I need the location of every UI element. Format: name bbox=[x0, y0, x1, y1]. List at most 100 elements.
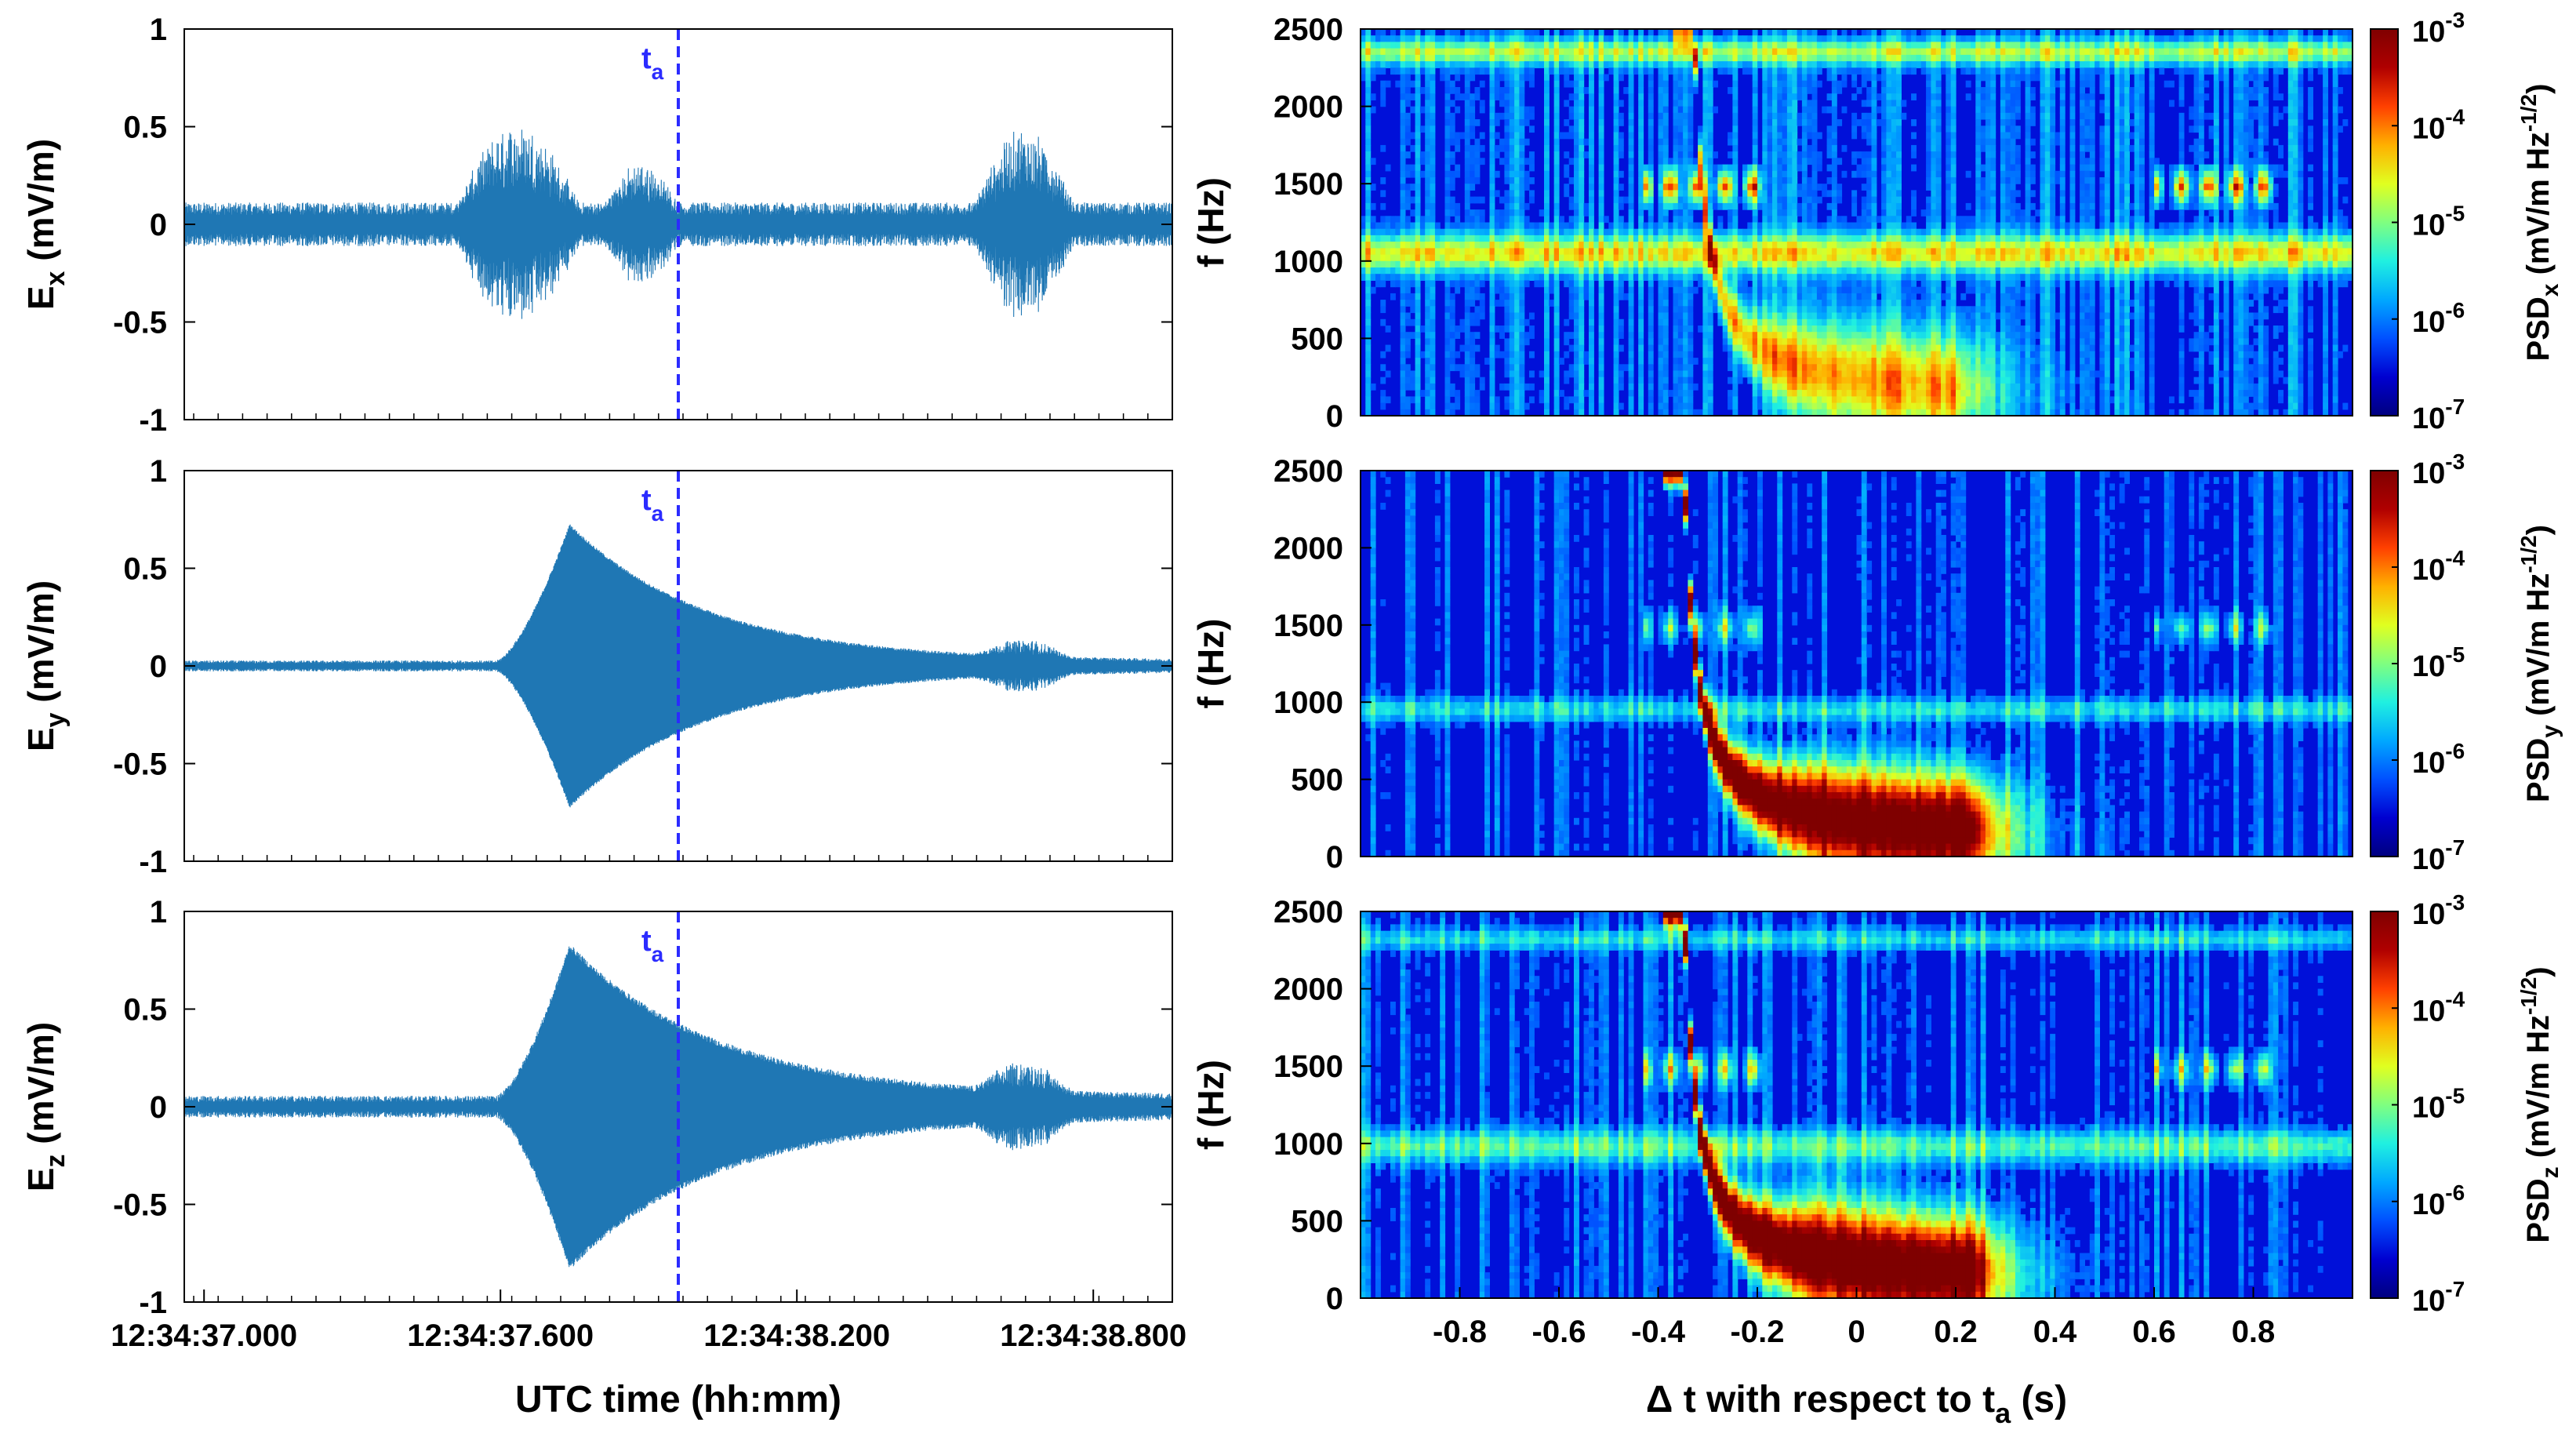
spectrogram-cell bbox=[1514, 106, 1520, 114]
spectrogram-cell bbox=[2323, 80, 2328, 88]
spectrogram-cell bbox=[1946, 119, 1952, 126]
spectrogram-cell bbox=[1831, 42, 1837, 49]
spectrogram-cell bbox=[1638, 196, 1644, 204]
spectrogram-cell bbox=[1822, 42, 1828, 49]
spectrogram-cell bbox=[2332, 112, 2338, 120]
spectrogram-cell bbox=[1688, 144, 1694, 152]
spectrogram-cell bbox=[1375, 29, 1381, 36]
spectrogram-cell bbox=[2104, 132, 2110, 140]
spectrogram-cell bbox=[1589, 93, 1594, 100]
spectrogram-cell bbox=[2263, 190, 2269, 198]
spectrogram-cell bbox=[1807, 132, 1813, 140]
spectrogram-cell bbox=[1489, 29, 1495, 36]
ta-marker-label: ta bbox=[641, 42, 664, 84]
spectrogram-cell bbox=[1474, 170, 1481, 178]
spectrogram-cell bbox=[2010, 138, 2016, 146]
spectrogram-cell bbox=[1950, 42, 1957, 49]
spectrogram-cell bbox=[2283, 170, 2289, 178]
spectrogram-cell bbox=[1896, 119, 1902, 126]
spectrogram-cell bbox=[1980, 196, 1986, 204]
spectrogram-cell bbox=[2233, 29, 2240, 36]
spectrogram-cell bbox=[2025, 216, 2031, 224]
spectrogram-cell bbox=[1985, 164, 1991, 172]
spectrogram-cell bbox=[2293, 87, 2298, 94]
spectrogram-cell bbox=[2084, 184, 2091, 191]
spectrogram-cell bbox=[1504, 125, 1510, 133]
spectrogram-cell bbox=[1662, 196, 1669, 204]
spectrogram-cell bbox=[2139, 93, 2145, 100]
spectrogram-cell bbox=[1425, 158, 1431, 166]
spectrogram-cell bbox=[1767, 228, 1773, 236]
spectrogram-cell bbox=[1464, 112, 1470, 120]
spectrogram-cell bbox=[1926, 158, 1931, 166]
spectrogram-cell bbox=[1419, 35, 1426, 42]
spectrogram-cell bbox=[1786, 216, 1793, 224]
spectrogram-cell bbox=[2293, 112, 2298, 120]
spectrogram-cell bbox=[2005, 80, 2011, 88]
spectrogram-cell bbox=[1752, 242, 1758, 249]
spectrogram-cell bbox=[1713, 177, 1718, 184]
spectrogram-cell bbox=[1811, 61, 1818, 68]
spectrogram-cell bbox=[1797, 42, 1803, 49]
spectrogram-cell bbox=[1598, 48, 1604, 56]
spectrogram-cell bbox=[2144, 48, 2150, 56]
spectrogram-cell bbox=[2347, 35, 2353, 42]
spectrogram-cell bbox=[1881, 144, 1887, 152]
spectrogram-cell bbox=[1658, 216, 1664, 224]
spectrogram-cell bbox=[2074, 42, 2080, 49]
spectrogram-cell bbox=[1628, 48, 1634, 56]
spectrogram-cell bbox=[1499, 93, 1505, 100]
spectrogram-cell bbox=[2010, 184, 2016, 191]
spectrogram-cell bbox=[1896, 93, 1902, 100]
spectrogram-cell bbox=[2129, 42, 2135, 49]
spectrogram-cell bbox=[1410, 164, 1416, 172]
spectrogram-cell bbox=[2129, 61, 2135, 68]
spectrogram-cell bbox=[1931, 151, 1937, 158]
spectrogram-cell bbox=[1568, 48, 1575, 56]
spectrogram-cell bbox=[2029, 42, 2036, 49]
spectrogram-cell bbox=[1980, 235, 1986, 242]
spectrogram-cell bbox=[1896, 177, 1902, 184]
spectrogram-cell bbox=[1553, 80, 1560, 88]
spectrogram-cell bbox=[1688, 61, 1694, 68]
spectrogram-cell bbox=[1683, 216, 1688, 224]
spectrogram-cell bbox=[1589, 80, 1594, 88]
spectrogram-cell bbox=[1385, 54, 1391, 62]
spectrogram-cell bbox=[2104, 35, 2110, 42]
spectrogram-cell bbox=[1464, 170, 1470, 178]
spectrogram-cell bbox=[1430, 190, 1436, 198]
spectrogram-cell bbox=[2183, 48, 2189, 56]
spectrogram-cell bbox=[2293, 61, 2298, 68]
spectrogram-cell bbox=[1757, 196, 1763, 204]
spectrogram-cell bbox=[1871, 125, 1877, 133]
spectrogram-cell bbox=[2029, 74, 2036, 82]
spectrogram-cell bbox=[1628, 125, 1634, 133]
spectrogram-cell bbox=[2089, 100, 2095, 107]
spectrogram-cell bbox=[1801, 242, 1808, 249]
spectrogram-cell bbox=[2178, 216, 2185, 224]
spectrogram-cell bbox=[1707, 184, 1713, 191]
spectrogram-cell bbox=[1444, 35, 1451, 42]
spectrogram-cell bbox=[1648, 29, 1654, 36]
spectrogram-cell bbox=[2129, 202, 2135, 210]
spectrogram-cell bbox=[1757, 228, 1763, 236]
spectrogram-cell bbox=[1519, 228, 1525, 236]
spectrogram-cell bbox=[1707, 132, 1713, 140]
spectrogram-cell bbox=[1837, 222, 1843, 230]
spectrogram-cell bbox=[1916, 235, 1922, 242]
spectrogram-cell bbox=[1544, 228, 1550, 236]
spectrogram-cell bbox=[2050, 61, 2056, 68]
spectrogram-cell bbox=[1370, 74, 1376, 82]
spectrogram-cell bbox=[1707, 42, 1713, 49]
spectrogram-cell bbox=[2099, 35, 2105, 42]
spectrogram-cell bbox=[2323, 93, 2328, 100]
spectrogram-cell bbox=[1797, 242, 1803, 249]
spectrogram-cell bbox=[2040, 144, 2046, 152]
spectrogram-cell bbox=[1792, 209, 1798, 216]
spectrogram-cell bbox=[2040, 235, 2046, 242]
spectrogram-cell bbox=[1628, 222, 1634, 230]
spectrogram-cell bbox=[2193, 177, 2200, 184]
spectrogram-cell bbox=[1683, 80, 1688, 88]
spectrogram-cell bbox=[1926, 125, 1931, 133]
spectrogram-cell bbox=[2040, 61, 2046, 68]
